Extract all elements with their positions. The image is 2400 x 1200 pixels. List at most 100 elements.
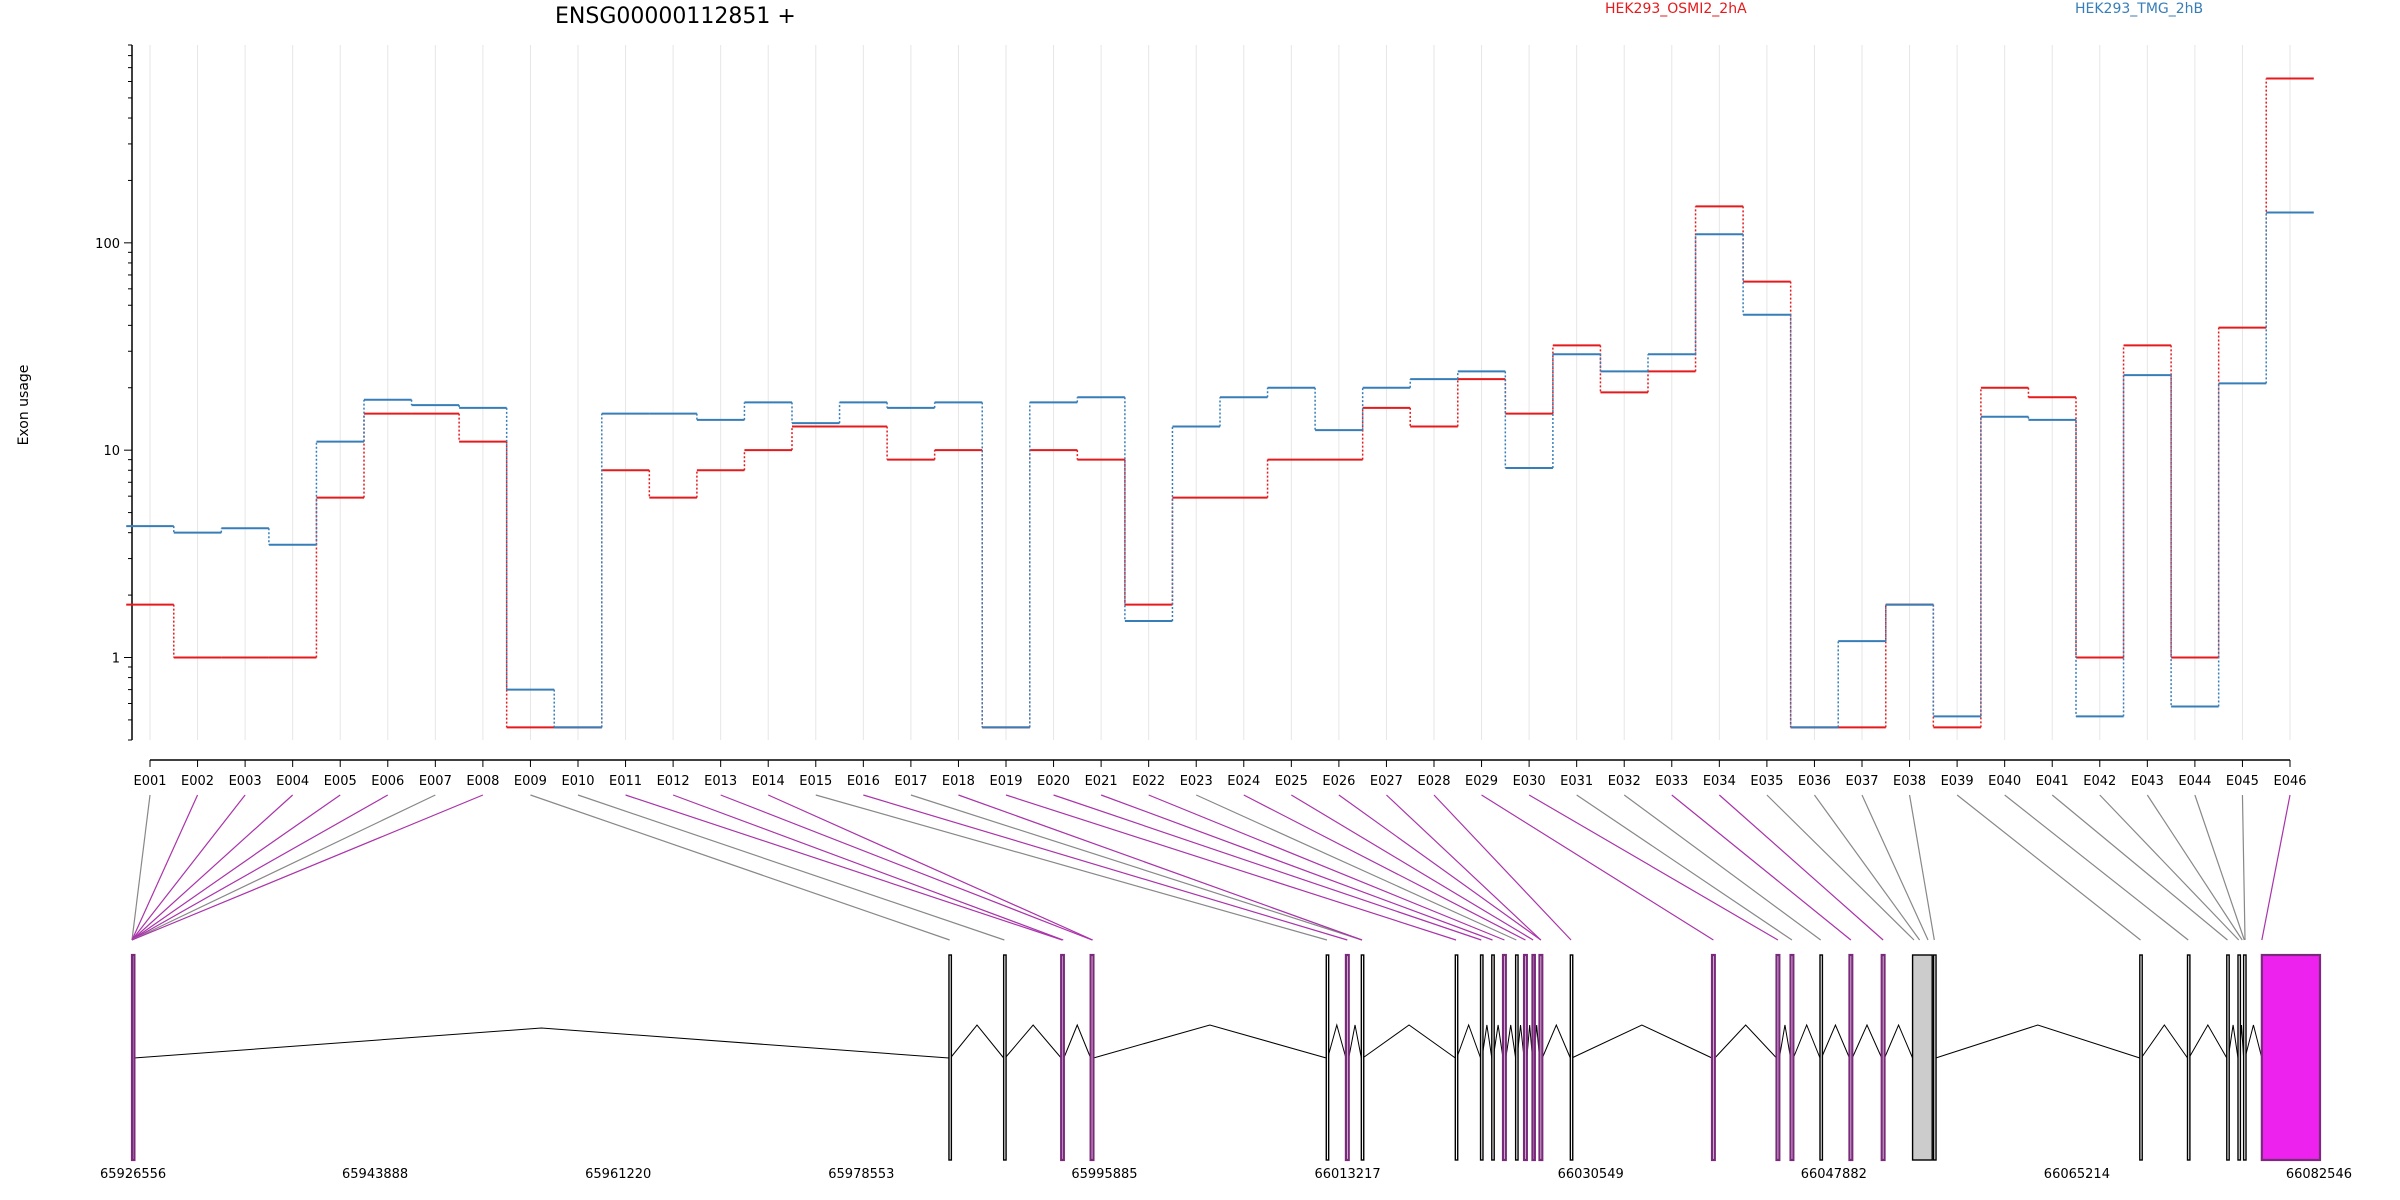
vertical-gridlines — [149, 45, 2291, 740]
genome-coordinate-axis: 65926556 65943888 65961220 65978553 65995885… — [100, 1167, 2352, 1182]
genome-tick-label: 66013217 — [1314, 1167, 1380, 1182]
intron — [1884, 1023, 1914, 1059]
x-tick-label-E030: E030 — [1513, 774, 1546, 789]
exon-box-18 — [1710, 953, 1716, 1162]
x-tick-label-E039: E039 — [1941, 774, 1974, 789]
x-tick-label-E016: E016 — [847, 774, 880, 789]
x-tick-label-E034: E034 — [1703, 774, 1736, 789]
x-tick-label-E015: E015 — [799, 774, 832, 789]
intron — [1935, 1024, 2140, 1059]
exon-box-22 — [1848, 953, 1854, 1162]
exon-box-21 — [1819, 954, 1824, 1161]
intron — [1093, 1024, 1327, 1059]
exon-box-19 — [1775, 953, 1781, 1162]
x-tick-label-E027: E027 — [1370, 774, 1403, 789]
exon-box-23 — [1880, 953, 1886, 1162]
connector-E028 — [1433, 794, 1572, 941]
connector-E003 — [131, 794, 246, 941]
legend-entry-osmi2: HEK293_OSMI2_2hA — [1605, 1, 1747, 17]
exon-box-17 — [1569, 954, 1574, 1161]
connector-E039 — [1956, 794, 2141, 941]
genome-tick-label: 65995885 — [1071, 1167, 1137, 1182]
connector-E040 — [2004, 794, 2189, 941]
genome-tick-label: 65961220 — [585, 1167, 651, 1182]
connector-E011 — [625, 794, 1063, 941]
exon-box-8 — [1360, 954, 1365, 1161]
x-tick-label-E020: E020 — [1037, 774, 1070, 789]
connector-E018 — [958, 794, 1363, 941]
intron — [1348, 1024, 1362, 1059]
connector-E030 — [1528, 794, 1779, 941]
y-tick-label: 10 — [103, 444, 120, 459]
x-tick-label-E005: E005 — [324, 774, 357, 789]
x-tick-label-E026: E026 — [1322, 774, 1355, 789]
connector-E002 — [131, 794, 199, 941]
connector-E019 — [1005, 794, 1457, 941]
connector-E005 — [131, 794, 341, 941]
x-tick-label-E022: E022 — [1132, 774, 1165, 789]
intron — [2140, 1024, 2188, 1059]
x-tick-label-E032: E032 — [1608, 774, 1641, 789]
connector-E021 — [1100, 794, 1493, 941]
connector-E012 — [672, 794, 1064, 941]
legend-entry-tmg: HEK293_TMG_2hB — [2075, 1, 2203, 17]
connector-E013 — [720, 794, 1093, 941]
connector-E016 — [863, 794, 1348, 941]
connector-E042 — [2099, 794, 2240, 941]
x-tick-label-E033: E033 — [1655, 774, 1688, 789]
gene-model — [130, 953, 2322, 1162]
exon-box-1 — [130, 953, 136, 1162]
exon-box-15 — [1531, 953, 1536, 1162]
genome-tick-label: 65978553 — [828, 1167, 894, 1182]
connector-E010 — [577, 794, 1005, 941]
exon-box-3 — [1002, 954, 1007, 1161]
x-tick-label-E003: E003 — [229, 774, 262, 789]
exon-box-27 — [2186, 954, 2191, 1161]
x-tick-label-E041: E041 — [2036, 774, 2069, 789]
intron — [1851, 1023, 1883, 1059]
connector-E032 — [1623, 794, 1822, 941]
x-tick-label-E042: E042 — [2083, 774, 2116, 789]
connector-E031 — [1576, 794, 1793, 941]
y-tick-label: 100 — [95, 237, 120, 252]
x-tick-label-E023: E023 — [1180, 774, 1213, 789]
x-tick-label-E036: E036 — [1798, 774, 1831, 789]
connector-E029 — [1481, 794, 1714, 941]
genome-tick-label: 66082546 — [2286, 1167, 2352, 1182]
x-tick-label-E008: E008 — [466, 774, 499, 789]
exon-box-11 — [1491, 954, 1495, 1161]
x-tick-label-E024: E024 — [1227, 774, 1260, 789]
exon-box-6 — [1325, 954, 1330, 1161]
exon-box-25 — [1932, 954, 1937, 1161]
genome-tick-label: 66030549 — [1558, 1167, 1624, 1182]
exon-box-24 — [1911, 954, 1933, 1161]
exon-box-5 — [1089, 953, 1095, 1162]
x-tick-label-E038: E038 — [1893, 774, 1926, 789]
x-tick-label-E013: E013 — [704, 774, 737, 789]
connector-E037 — [1861, 794, 1929, 941]
connector-E038 — [1908, 794, 1935, 941]
x-tick-label-E035: E035 — [1750, 774, 1783, 789]
x-tick-label-E037: E037 — [1845, 774, 1878, 789]
connector-E009 — [530, 794, 950, 941]
exon-connector-lines — [131, 794, 2291, 941]
exon-box-2 — [948, 954, 953, 1161]
intron — [2244, 1024, 2263, 1059]
intron — [1327, 1023, 1347, 1059]
chart-title: ENSG00000112851 + — [555, 4, 796, 29]
intron — [1778, 1024, 1792, 1059]
exon-box-10 — [1479, 954, 1484, 1161]
intron — [1820, 1023, 1850, 1059]
y-tick-label: 1 — [112, 651, 120, 666]
intron — [1362, 1024, 1456, 1059]
genome-tick-label: 66047882 — [1801, 1167, 1867, 1182]
x-tick-label-E046: E046 — [2273, 774, 2306, 789]
connector-E020 — [1053, 794, 1482, 941]
x-tick-label-E025: E025 — [1275, 774, 1308, 789]
connector-E045 — [2241, 794, 2246, 941]
genome-tick-label: 65943888 — [342, 1167, 408, 1182]
intron — [1456, 1023, 1482, 1059]
x-tick-label-E043: E043 — [2131, 774, 2164, 789]
exon-box-31 — [2260, 953, 2322, 1162]
x-tick-label-E002: E002 — [181, 774, 214, 789]
